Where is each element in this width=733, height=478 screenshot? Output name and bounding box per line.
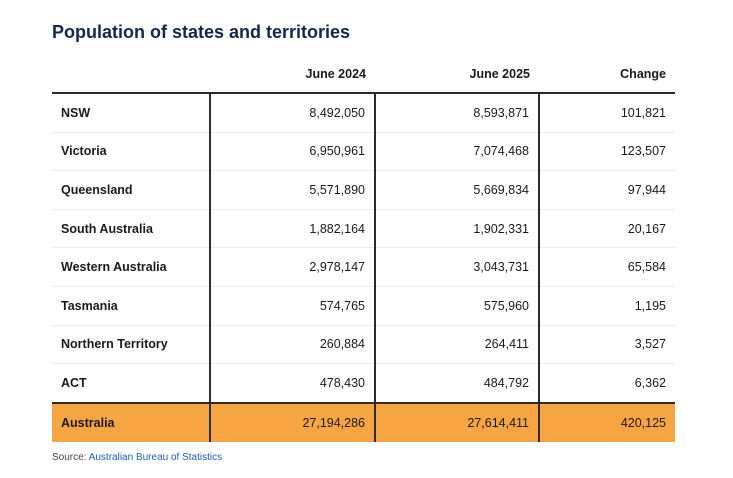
row-label: South Australia — [52, 209, 210, 249]
row-label: Tasmania — [52, 286, 210, 326]
table-body: NSW 8,492,050 8,593,871 101,821 Victoria… — [52, 93, 675, 443]
cell-june-2024: 478,430 — [209, 363, 375, 404]
header-cell-change: Change — [539, 55, 675, 94]
population-table: June 2024 June 2025 Change NSW 8,492,050… — [52, 55, 675, 443]
cell-change: 6,362 — [538, 363, 675, 404]
table-row: Northern Territory 260,884 264,411 3,527 — [52, 325, 675, 365]
cell-june-2024: 6,950,961 — [209, 132, 375, 172]
header-cell-june-2025: June 2025 — [375, 55, 539, 94]
total-change: 420,125 — [538, 401, 675, 443]
table-row: Queensland 5,571,890 5,669,834 97,944 — [52, 170, 675, 210]
cell-june-2025: 1,902,331 — [374, 209, 539, 249]
row-label: Northern Territory — [52, 325, 210, 365]
cell-june-2024: 574,765 — [209, 286, 375, 326]
source-link[interactable]: Australian Bureau of Statistics — [88, 452, 223, 463]
total-row: Australia 27,194,286 27,614,411 420,125 — [52, 401, 675, 443]
cell-june-2025: 5,669,834 — [374, 170, 539, 210]
cell-june-2024: 260,884 — [209, 325, 375, 365]
cell-june-2025: 8,593,871 — [374, 93, 539, 133]
cell-june-2025: 7,074,468 — [374, 132, 539, 172]
row-label: Victoria — [52, 132, 210, 172]
cell-june-2024: 2,978,147 — [209, 247, 375, 287]
table-row: Victoria 6,950,961 7,074,468 123,507 — [52, 132, 675, 172]
total-june-2025: 27,614,411 — [374, 401, 539, 443]
table-title: Population of states and territories — [52, 22, 351, 42]
table-header: June 2024 June 2025 Change — [52, 55, 675, 94]
table-row: ACT 478,430 484,792 6,362 — [52, 363, 675, 404]
cell-june-2024: 8,492,050 — [209, 93, 375, 133]
cell-change: 101,821 — [538, 93, 675, 133]
source-prefix: Source: — [52, 452, 89, 463]
row-label: ACT — [52, 363, 210, 404]
cell-change: 3,527 — [538, 325, 675, 365]
cell-june-2025: 3,043,731 — [374, 247, 539, 287]
header-cell-june-2024: June 2024 — [210, 55, 375, 94]
total-june-2024: 27,194,286 — [209, 401, 375, 443]
table-row: Western Australia 2,978,147 3,043,731 65… — [52, 247, 675, 287]
table-container: June 2024 June 2025 Change NSW 8,492,050… — [52, 55, 675, 443]
table-row: South Australia 1,882,164 1,902,331 20,1… — [52, 209, 675, 249]
header-cell-region — [52, 55, 210, 94]
cell-june-2024: 5,571,890 — [209, 170, 375, 210]
total-label: Australia — [52, 401, 210, 443]
table-row: NSW 8,492,050 8,593,871 101,821 — [52, 93, 675, 133]
cell-change: 97,944 — [538, 170, 675, 210]
header-row: June 2024 June 2025 Change — [52, 55, 675, 94]
row-label: Queensland — [52, 170, 210, 210]
source-note: Source: Australian Bureau of Statistics — [52, 452, 222, 463]
table-row: Tasmania 574,765 575,960 1,195 — [52, 286, 675, 326]
cell-june-2025: 484,792 — [374, 363, 539, 404]
cell-june-2025: 264,411 — [374, 325, 539, 365]
cell-change: 20,167 — [538, 209, 675, 249]
cell-june-2025: 575,960 — [374, 286, 539, 326]
cell-change: 1,195 — [538, 286, 675, 326]
cell-change: 65,584 — [538, 247, 675, 287]
cell-june-2024: 1,882,164 — [209, 209, 375, 249]
row-label: Western Australia — [52, 247, 210, 287]
cell-change: 123,507 — [538, 132, 675, 172]
row-label: NSW — [52, 93, 210, 133]
